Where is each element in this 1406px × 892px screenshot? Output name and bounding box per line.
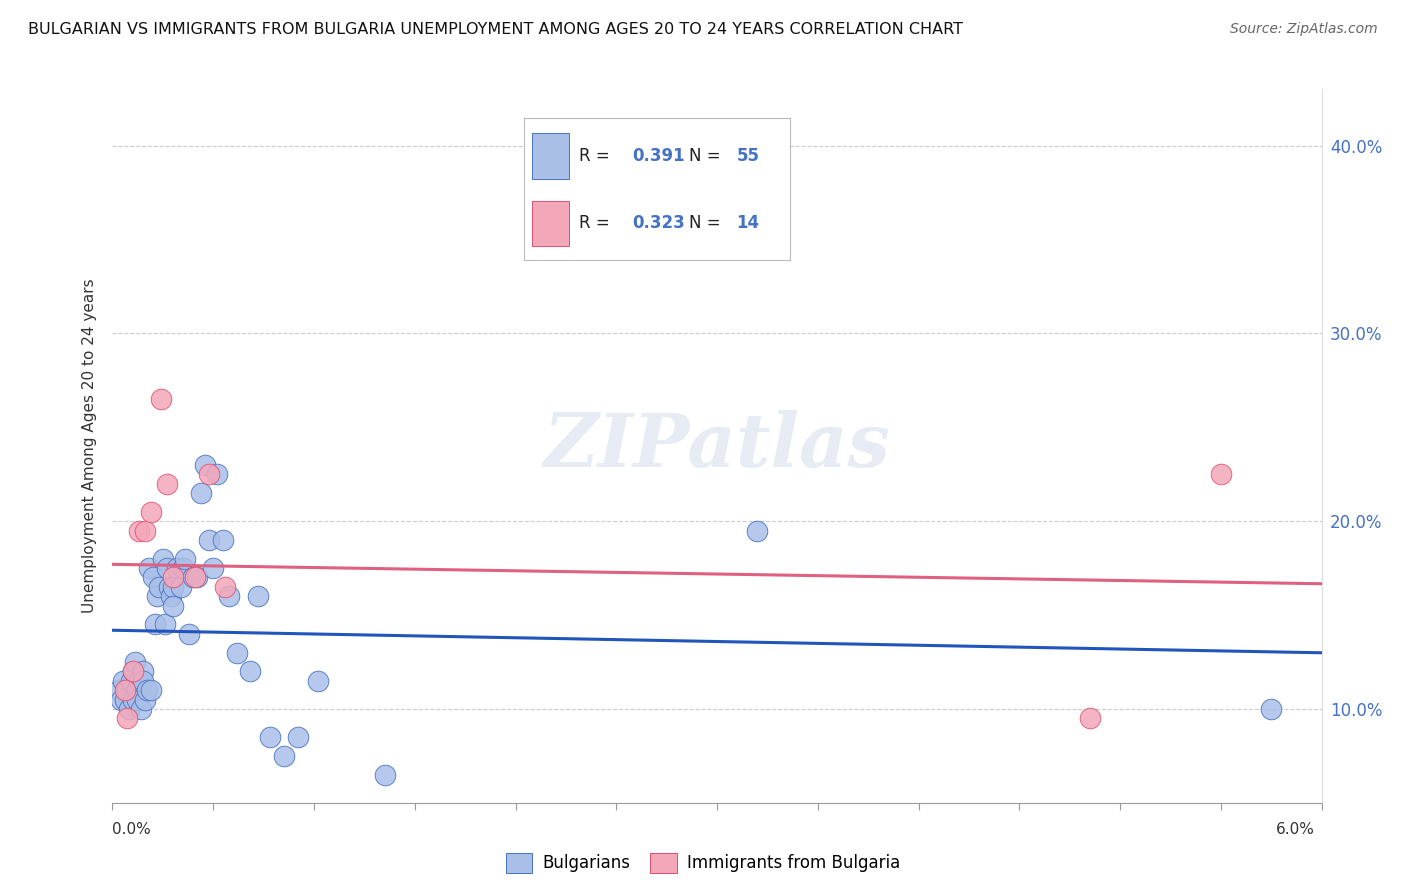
Point [128,524,150,538]
Point [162,599,184,613]
Point [181,570,204,584]
Point [162,570,184,584]
Point [190,486,212,500]
Point [157,580,180,594]
Point [107,683,129,698]
Point [172,561,194,575]
Text: Source: ZipAtlas.com: Source: ZipAtlas.com [1230,22,1378,37]
Point [174,551,197,566]
Point [246,589,269,603]
Point [170,580,193,594]
Point [218,589,240,603]
Point [128,673,150,688]
Text: BULGARIAN VS IMMIGRANTS FROM BULGARIA UNEMPLOYMENT AMONG AGES 20 TO 24 YEARS COR: BULGARIAN VS IMMIGRANTS FROM BULGARIA UN… [28,22,963,37]
Point [135,683,157,698]
Point [177,627,200,641]
Point [110,692,132,706]
Point [134,524,156,538]
Point [202,561,225,575]
Point [114,683,136,698]
Point [156,561,179,575]
Point [117,702,139,716]
Point [162,580,184,594]
Point [166,561,188,575]
Point [149,392,172,406]
Point [198,533,221,547]
Point [148,580,170,594]
Point [156,476,179,491]
Point [111,673,134,688]
Point [307,673,329,688]
Point [121,665,143,679]
Point [139,683,162,698]
Text: 6.0%: 6.0% [1275,822,1315,837]
Point [226,646,249,660]
Point [1209,467,1232,482]
Point [132,665,155,679]
Point [198,467,221,482]
Point [238,665,260,679]
Point [747,524,769,538]
Point [273,748,295,763]
Point [153,617,176,632]
Point [120,673,142,688]
Point [214,580,236,594]
Point [152,551,174,566]
Point [139,505,162,519]
Point [142,570,165,584]
Point [1078,711,1101,725]
Point [212,533,235,547]
Y-axis label: Unemployment Among Ages 20 to 24 years: Unemployment Among Ages 20 to 24 years [82,278,97,614]
Point [143,617,166,632]
Point [146,589,169,603]
Point [124,655,146,669]
Point [132,673,155,688]
Point [184,570,207,584]
Text: 0.0%: 0.0% [112,822,152,837]
Legend: Bulgarians, Immigrants from Bulgaria: Bulgarians, Immigrants from Bulgaria [499,847,907,880]
Point [374,767,396,781]
Point [259,730,281,744]
Text: ZIPatlas: ZIPatlas [544,409,890,483]
Point [125,692,148,706]
Point [186,570,208,584]
Point [125,683,148,698]
Point [115,711,138,725]
Point [121,665,143,679]
Point [115,683,138,698]
Point [121,692,143,706]
Point [114,692,136,706]
Point [129,702,152,716]
Point [194,458,217,472]
Point [287,730,309,744]
Point [1260,702,1282,716]
Point [160,589,183,603]
Point [134,692,156,706]
Point [207,467,229,482]
Point [138,561,160,575]
